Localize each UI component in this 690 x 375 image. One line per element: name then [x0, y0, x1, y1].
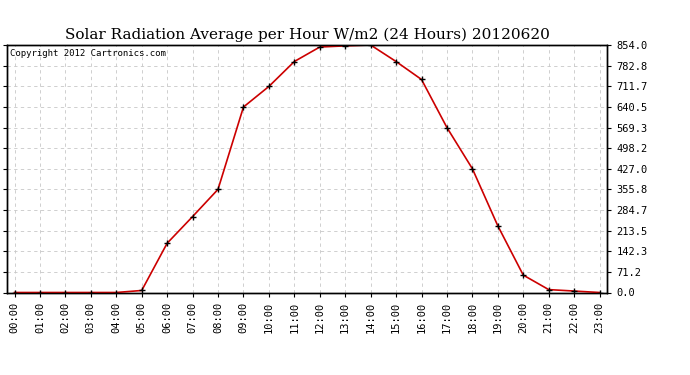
Text: Copyright 2012 Cartronics.com: Copyright 2012 Cartronics.com: [10, 49, 166, 58]
Title: Solar Radiation Average per Hour W/m2 (24 Hours) 20120620: Solar Radiation Average per Hour W/m2 (2…: [65, 28, 549, 42]
